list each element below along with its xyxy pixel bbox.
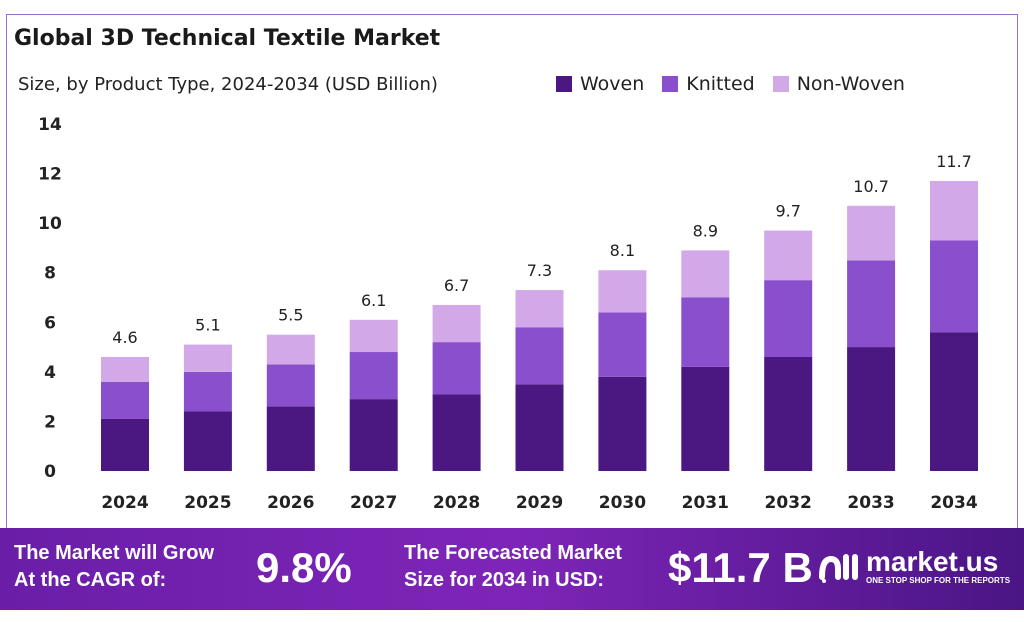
y-tick-label: 0: [44, 462, 56, 482]
x-tick-label: 2031: [682, 493, 729, 513]
market-us-logo: market.us ONE STOP SHOP FOR THE REPORTS: [818, 548, 1010, 586]
total-label: 11.7: [936, 152, 972, 171]
bar-segment-woven: [515, 384, 564, 471]
chart-subtitle: Size, by Product Type, 2024-2034 (USD Bi…: [18, 74, 438, 95]
bar-segment-woven: [183, 411, 232, 471]
cagr-label: The Market will Grow At the CAGR of:: [14, 540, 214, 594]
x-tick-label: 2029: [516, 493, 563, 513]
x-tick-label: 2025: [184, 493, 231, 513]
legend-item-woven: Woven: [556, 73, 644, 95]
logo-icon: [819, 554, 858, 583]
bar-segment-non-woven: [101, 356, 149, 382]
y-tick-label: 2: [44, 412, 56, 432]
bar-segment-non-woven: [266, 334, 315, 365]
total-label: 6.7: [444, 276, 469, 295]
bar-segment-knitted: [764, 280, 813, 357]
bar-segment-knitted: [432, 342, 481, 395]
logo-tagline: ONE STOP SHOP FOR THE REPORTS: [866, 576, 1011, 585]
total-label: 10.7: [853, 177, 889, 196]
bar-segment-non-woven: [515, 290, 564, 328]
x-tick-label: 2034: [930, 493, 977, 513]
total-label: 9.7: [775, 202, 800, 221]
cagr-value: 9.8%: [256, 544, 352, 591]
bar-segment-knitted: [681, 297, 730, 367]
y-tick-label: 4: [44, 363, 56, 383]
bar-segment-knitted: [349, 352, 398, 400]
bar-segment-knitted: [183, 371, 232, 412]
x-tick-label: 2024: [101, 493, 148, 513]
x-tick-label: 2030: [599, 493, 646, 513]
bar-segment-knitted: [847, 260, 896, 348]
total-label: 4.6: [112, 328, 137, 347]
legend-label: Knitted: [686, 73, 755, 95]
forecast-label-line2: Size for 2034 in USD:: [404, 569, 605, 591]
forecast-label-line1: The Forecasted Market: [404, 542, 622, 564]
bar-segment-non-woven: [183, 344, 232, 372]
total-label: 5.1: [195, 316, 220, 335]
bar-segment-knitted: [101, 381, 149, 419]
forecast-label: The Forecasted Market Size for 2034 in US…: [404, 540, 622, 594]
bar-segment-woven: [266, 406, 315, 471]
bar-segment-non-woven: [349, 319, 398, 353]
bar-segment-non-woven: [598, 270, 647, 313]
total-label: 8.1: [610, 241, 635, 260]
total-label: 6.1: [361, 291, 386, 310]
legend-swatch-non-woven: [772, 76, 789, 92]
total-label: 8.9: [693, 221, 718, 240]
legend-swatch-knitted: [662, 76, 679, 92]
bar-segment-woven: [101, 418, 149, 471]
bar-segment-non-woven: [764, 230, 813, 281]
y-tick-label: 14: [38, 115, 62, 135]
cagr-label-line1: The Market will Grow: [14, 542, 215, 564]
logo-name: market.us: [866, 546, 999, 577]
bar-segment-knitted: [515, 327, 564, 385]
footer-banner: The Market will Grow At the CAGR of: 9.8%…: [0, 528, 1024, 610]
bar-segment-non-woven: [930, 181, 978, 241]
bar-segment-woven: [349, 399, 398, 471]
y-tick-label: 10: [38, 214, 62, 234]
x-tick-label: 2032: [765, 493, 812, 513]
total-label: 7.3: [527, 261, 552, 280]
legend-item-non-woven: Non-Woven: [772, 73, 905, 95]
bar-segment-woven: [764, 356, 813, 471]
forecast-value: $11.7 B: [668, 544, 813, 591]
bar-segment-woven: [598, 376, 647, 471]
y-tick-label: 6: [44, 313, 56, 333]
bar-segment-knitted: [266, 364, 315, 407]
x-tick-label: 2028: [433, 493, 480, 513]
legend-swatch-woven: [556, 76, 572, 92]
cagr-label-line2: At the CAGR of:: [14, 569, 167, 591]
chart-title: Global 3D Technical Textile Market: [14, 26, 441, 51]
bar-segment-woven: [432, 394, 481, 471]
y-tick-label: 8: [44, 264, 56, 284]
legend: Woven Knitted Non-Woven: [556, 73, 905, 95]
x-tick-label: 2027: [350, 493, 397, 513]
legend-label: Non-Woven: [796, 73, 905, 95]
x-tick-label: 2033: [847, 493, 894, 513]
bar-segment-woven: [847, 347, 896, 471]
bar-segment-non-woven: [847, 205, 896, 261]
y-tick-label: 12: [38, 165, 62, 185]
legend-item-knitted: Knitted: [662, 73, 755, 95]
bar-segment-non-woven: [681, 250, 730, 298]
x-tick-label: 2026: [267, 493, 314, 513]
bar-segment-non-woven: [432, 304, 481, 343]
bar-segment-woven: [930, 332, 978, 471]
bar-segment-knitted: [930, 240, 978, 333]
bar-segment-woven: [681, 366, 730, 471]
legend-label: Woven: [580, 73, 645, 95]
bar-chart: 0 2 4 6 8 10 12 14 4.6 2024 5.1 2025 5.5 2026 6.1 2027 6…: [38, 115, 978, 513]
bar-segment-knitted: [598, 312, 647, 377]
total-label: 5.5: [278, 306, 303, 325]
